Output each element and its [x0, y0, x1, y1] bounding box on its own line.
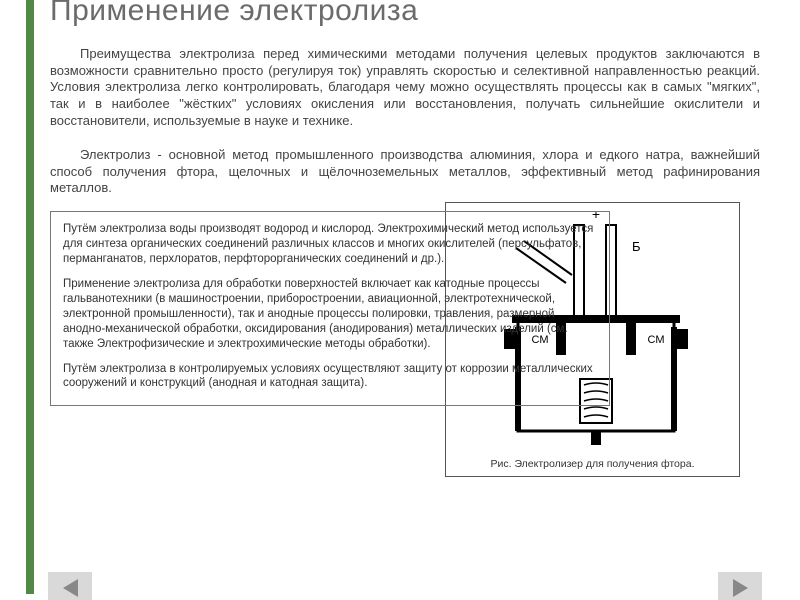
nav-next-button[interactable] — [718, 572, 762, 600]
arrow-right-icon — [733, 579, 748, 597]
box-paragraph-2: Применение электролиза для обработки пов… — [63, 277, 597, 352]
info-box: Путём электролиза воды производят водоро… — [50, 211, 610, 406]
arrow-left-icon — [63, 579, 78, 597]
nav-back-button[interactable] — [48, 572, 92, 600]
page-title: Применение электролиза — [50, 0, 760, 28]
paragraph-2: Электролиз - основной метод промышленног… — [50, 147, 760, 197]
box-paragraph-1: Путём электролиза воды производят водоро… — [63, 222, 597, 267]
figure-caption: Рис. Электролизер для получения фтора. — [446, 458, 739, 470]
slide-body: Применение электролиза Преимущества элек… — [0, 0, 800, 594]
accent-bar — [26, 0, 34, 594]
box-paragraph-3: Путём электролиза в контролируемых услов… — [63, 362, 597, 392]
paragraph-1: Преимущества электролиза перед химически… — [50, 46, 760, 129]
